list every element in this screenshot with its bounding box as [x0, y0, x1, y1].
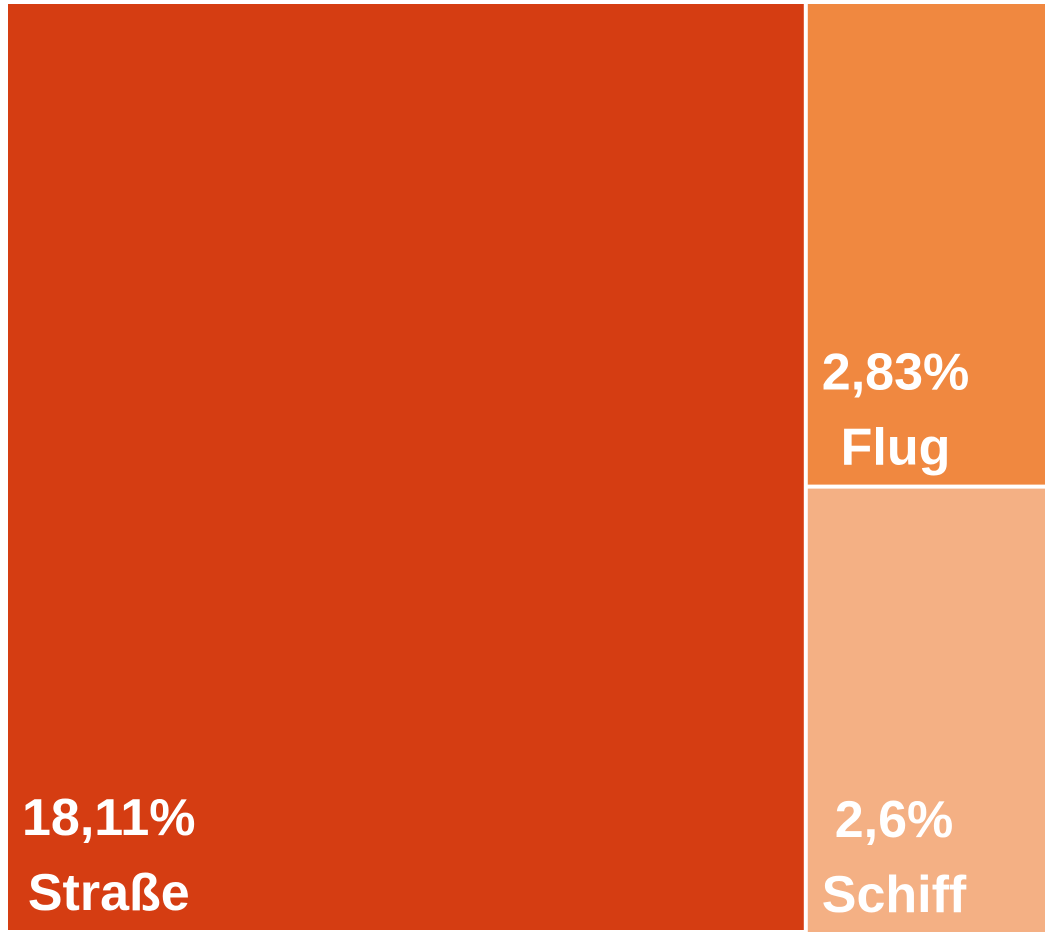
- value-label: 2,6%: [835, 791, 954, 849]
- category-label: Straße: [28, 864, 190, 922]
- treemap-cell: [807, 488, 1045, 932]
- category-label: Flug: [841, 419, 951, 477]
- value-label: 18,11%: [22, 789, 196, 847]
- category-label: Schiff: [822, 866, 967, 924]
- treemap-cell: [807, 4, 1045, 485]
- value-label: 2,83%: [822, 344, 969, 402]
- treemap-cell: [8, 4, 804, 930]
